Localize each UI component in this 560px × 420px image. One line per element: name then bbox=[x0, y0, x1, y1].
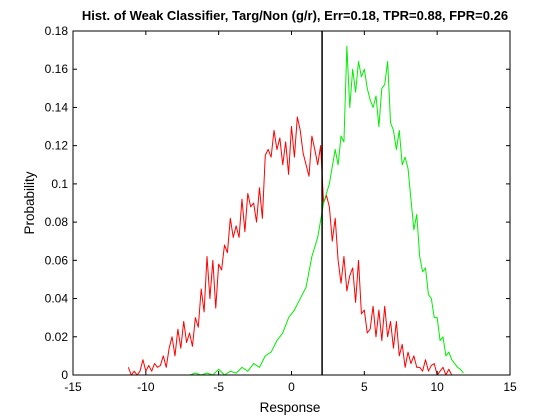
x-tick-label: -10 bbox=[137, 380, 155, 394]
x-tick-label: 5 bbox=[361, 380, 368, 394]
y-tick-label: 0.06 bbox=[45, 253, 69, 267]
chart-title: Hist. of Weak Classifier, Targ/Non (g/r)… bbox=[82, 8, 508, 23]
y-tick-label: 0.16 bbox=[45, 62, 69, 76]
x-axis-label: Response bbox=[260, 400, 321, 415]
y-tick-label: 0.08 bbox=[45, 215, 69, 229]
series-layer bbox=[127, 45, 464, 376]
x-axis-ticks: -15 -10 -5 0 5 10 15 bbox=[64, 31, 517, 394]
series-line-2 bbox=[177, 45, 464, 376]
y-tick-label: 0.04 bbox=[45, 292, 69, 306]
y-axis-ticks: 0 0.02 0.04 0.06 0.08 0.1 0.12 0.14 0.16 0.18 bbox=[45, 24, 510, 382]
y-tick-label: 0.02 bbox=[45, 330, 69, 344]
x-tick-label: 0 bbox=[288, 380, 295, 394]
plot-area bbox=[73, 31, 510, 375]
y-axis-label: Probability bbox=[22, 171, 37, 234]
x-tick-label: 10 bbox=[430, 380, 444, 394]
x-tick-label: -5 bbox=[213, 380, 224, 394]
y-tick-label: 0 bbox=[61, 368, 68, 382]
x-tick-label: -15 bbox=[64, 380, 82, 394]
x-tick-label: 15 bbox=[503, 380, 517, 394]
y-tick-label: 0.14 bbox=[45, 100, 69, 114]
y-tick-label: 0.12 bbox=[45, 139, 69, 153]
y-tick-label: 0.1 bbox=[51, 177, 68, 191]
series-line-1 bbox=[127, 116, 453, 376]
y-tick-label: 0.18 bbox=[45, 24, 69, 38]
